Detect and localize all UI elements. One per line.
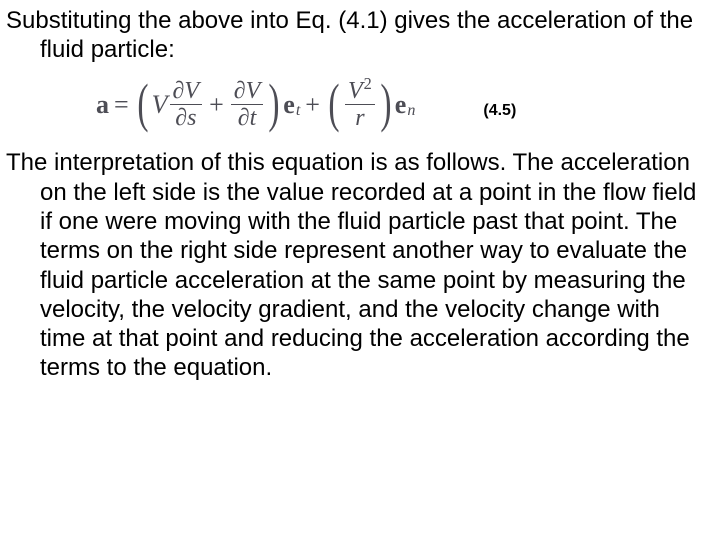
- term1-fracA: ∂V ∂s: [170, 79, 203, 131]
- unit1-sub: t: [296, 103, 300, 119]
- slide-content: Substituting the above into Eq. (4.1) gi…: [0, 0, 720, 383]
- equation-4-5: a = ( V ∂V ∂s + ∂V ∂t ) et + ( V2: [96, 79, 415, 131]
- term2-frac: V2 r: [345, 79, 375, 131]
- unit2-sub: n: [407, 103, 415, 119]
- unit1: e: [283, 92, 295, 118]
- equation-row: a = ( V ∂V ∂s + ∂V ∂t ) et + ( V2: [6, 79, 708, 131]
- eq-equals: =: [109, 92, 134, 118]
- term2-num: V2: [345, 79, 375, 103]
- term1-numA: ∂V: [170, 79, 203, 103]
- term1-denA: ∂s: [172, 106, 199, 130]
- equation-label: (4.5): [483, 102, 516, 120]
- intro-paragraph: Substituting the above into Eq. (4.1) gi…: [6, 6, 708, 65]
- term2-num-sup: 2: [364, 74, 372, 93]
- term1-coeff: V: [152, 92, 168, 118]
- interpretation-paragraph: The interpretation of this equation is a…: [6, 148, 708, 382]
- term2-num-base: V: [348, 78, 363, 104]
- term1-denB: ∂t: [235, 106, 260, 130]
- term2-den: r: [352, 106, 367, 130]
- plus-1: +: [204, 92, 229, 118]
- unit2: e: [395, 92, 407, 118]
- term1-numB: ∂V: [231, 79, 264, 103]
- term1-fracB: ∂V ∂t: [231, 79, 264, 131]
- plus-2: +: [300, 92, 325, 118]
- eq-lhs: a: [96, 92, 109, 118]
